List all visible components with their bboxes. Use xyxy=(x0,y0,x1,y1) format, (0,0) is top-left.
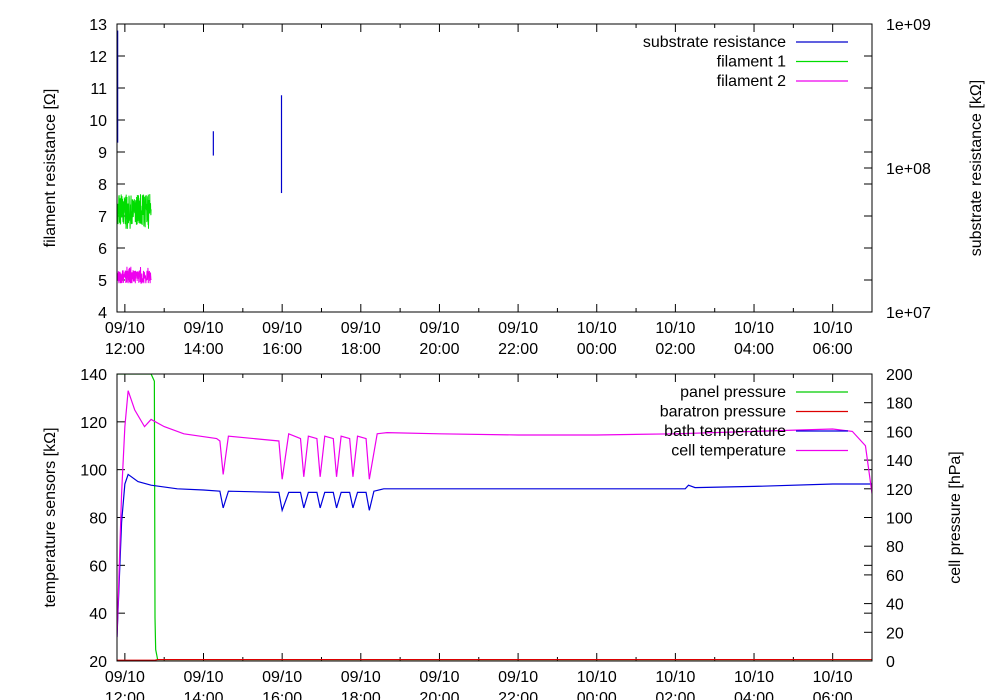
x-tick-date: 09/10 xyxy=(341,320,381,337)
y-axis-label: filament resistance [Ω] xyxy=(42,89,59,248)
y-tick-label: 5 xyxy=(98,273,107,290)
y-tick-label: 140 xyxy=(80,367,107,384)
x-tick-time: 04:00 xyxy=(734,690,774,700)
series-layer xyxy=(117,30,283,284)
y2-tick-label: 100 xyxy=(886,511,913,528)
x-tick-time: 00:00 xyxy=(577,341,617,358)
x-tick-time: 16:00 xyxy=(262,341,302,358)
legend-label: baratron pressure xyxy=(660,404,786,421)
y2-tick-label: 40 xyxy=(886,597,904,614)
baratron-pressure-line xyxy=(117,658,872,661)
x-tick-time: 12:00 xyxy=(105,690,145,700)
legend-label: panel pressure xyxy=(680,384,786,401)
y-tick-label: 100 xyxy=(80,463,107,480)
x-tick-time: 04:00 xyxy=(734,341,774,358)
x-tick-date: 09/10 xyxy=(498,669,538,686)
x-tick-time: 16:00 xyxy=(262,690,302,700)
y2-axis-label: substrate resistance [kΩ] xyxy=(968,80,985,256)
filament-2-line xyxy=(117,266,152,284)
legend-label: filament 1 xyxy=(717,54,786,71)
legend-label: substrate resistance xyxy=(643,34,786,51)
x-tick-date: 10/10 xyxy=(813,320,853,337)
bath-temperature-line xyxy=(117,473,872,638)
y2-tick-label: 0 xyxy=(886,654,895,671)
legend: substrate resistance filament 1 filament 2 xyxy=(643,34,848,90)
y-axis-label: temperature sensors [kΩ] xyxy=(42,427,59,607)
y2-axis-label: cell pressure [hPa] xyxy=(947,451,964,584)
y-tick-label: 6 xyxy=(98,241,107,258)
x-tick-time: 02:00 xyxy=(655,690,695,700)
x-tick-date: 09/10 xyxy=(183,320,223,337)
x-tick-date: 09/10 xyxy=(105,320,145,337)
cell-temperature-line xyxy=(117,390,872,638)
x-tick-time: 02:00 xyxy=(655,341,695,358)
y-tick-label: 20 xyxy=(89,654,107,671)
x-tick-time: 00:00 xyxy=(577,690,617,700)
x-tick-time: 18:00 xyxy=(341,690,381,700)
x-tick-date: 10/10 xyxy=(734,320,774,337)
x-tick-date: 09/10 xyxy=(105,669,145,686)
y-tick-label: 60 xyxy=(89,558,107,575)
legend: panel pressure baratron pressure bath temp… xyxy=(660,384,848,460)
y2-tick-label: 20 xyxy=(886,625,904,642)
y-tick-label: 12 xyxy=(89,49,107,66)
x-tick-date: 09/10 xyxy=(341,669,381,686)
x-tick-date: 10/10 xyxy=(577,669,617,686)
legend-label: filament 2 xyxy=(717,73,786,90)
y2-tick-label: 140 xyxy=(886,453,913,470)
x-tick-date: 09/10 xyxy=(419,320,459,337)
x-tick-date: 10/10 xyxy=(813,669,853,686)
legend-label: bath temperature xyxy=(664,423,786,440)
x-tick-date: 09/10 xyxy=(419,669,459,686)
y2-tick-label: 1e+09 xyxy=(886,17,931,34)
x-tick-time: 06:00 xyxy=(813,690,853,700)
x-tick-date: 10/10 xyxy=(577,320,617,337)
y2-tick-label: 80 xyxy=(886,539,904,556)
y2-tick-label: 180 xyxy=(886,396,913,413)
x-tick-time: 18:00 xyxy=(341,341,381,358)
x-tick-time: 14:00 xyxy=(183,690,223,700)
temperature-pressure-panel: 20 40 60 80 100 120 140 0 20 40 60 80 100 120 140 160 18… xyxy=(42,367,964,700)
y-tick-label: 10 xyxy=(89,113,107,130)
y-tick-label: 80 xyxy=(89,511,107,528)
x-tick-time: 22:00 xyxy=(498,690,538,700)
x-tick-date: 09/10 xyxy=(183,669,223,686)
plot-frame xyxy=(116,373,873,662)
y2-tick-label: 1e+08 xyxy=(886,161,931,178)
y2-tick-label: 1e+07 xyxy=(886,305,931,322)
x-tick-time: 22:00 xyxy=(498,341,538,358)
x-tick-time: 20:00 xyxy=(419,341,459,358)
y-tick-label: 40 xyxy=(89,606,107,623)
y2-tick-label: 200 xyxy=(886,367,913,384)
filament-substrate-panel: 4 5 6 7 8 9 10 11 12 13 1e+07 1e+08 1e+09 09/10 12:00 0… xyxy=(42,17,985,358)
x-tick-time: 20:00 xyxy=(419,690,459,700)
legend-label: cell temperature xyxy=(671,443,786,460)
y2-tick-label: 120 xyxy=(886,482,913,499)
y-tick-label: 9 xyxy=(98,145,107,162)
x-tick-date: 10/10 xyxy=(655,669,695,686)
filament-1-line xyxy=(117,194,152,229)
x-tick-date: 09/10 xyxy=(262,669,302,686)
x-tick-time: 06:00 xyxy=(813,341,853,358)
y-tick-label: 120 xyxy=(80,415,107,432)
y-tick-label: 8 xyxy=(98,177,107,194)
x-tick-time: 12:00 xyxy=(105,341,145,358)
x-tick-date: 09/10 xyxy=(498,320,538,337)
series-layer xyxy=(117,374,872,661)
y-tick-label: 13 xyxy=(89,17,107,34)
y2-tick-label: 160 xyxy=(886,424,913,441)
plot-frame xyxy=(116,23,873,313)
x-tick-date: 09/10 xyxy=(262,320,302,337)
y-tick-label: 4 xyxy=(98,305,107,322)
x-tick-time: 14:00 xyxy=(183,341,223,358)
y2-tick-label: 60 xyxy=(886,568,904,585)
y-tick-label: 11 xyxy=(90,81,107,98)
x-tick-date: 10/10 xyxy=(655,320,695,337)
y-tick-label: 7 xyxy=(98,209,107,226)
x-tick-date: 10/10 xyxy=(734,669,774,686)
